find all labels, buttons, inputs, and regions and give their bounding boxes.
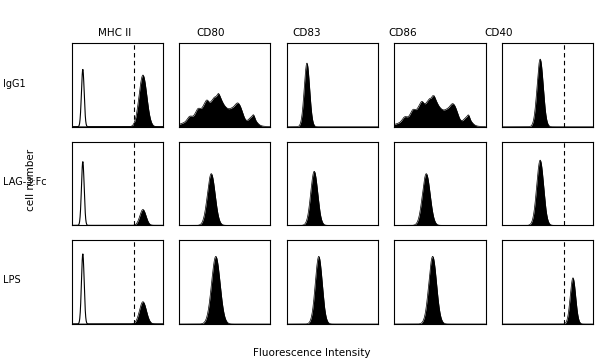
Text: CD86: CD86 xyxy=(389,28,418,38)
Text: CD40: CD40 xyxy=(485,28,513,38)
Text: CD80: CD80 xyxy=(196,28,225,38)
Text: MHC II: MHC II xyxy=(98,28,132,38)
Text: LAG-3:Fc: LAG-3:Fc xyxy=(3,177,47,187)
Text: CD83: CD83 xyxy=(293,28,321,38)
Text: Fluorescence Intensity: Fluorescence Intensity xyxy=(253,348,370,358)
Text: cell number: cell number xyxy=(26,149,36,211)
Text: IgG1: IgG1 xyxy=(3,79,26,89)
Text: LPS: LPS xyxy=(3,275,20,285)
